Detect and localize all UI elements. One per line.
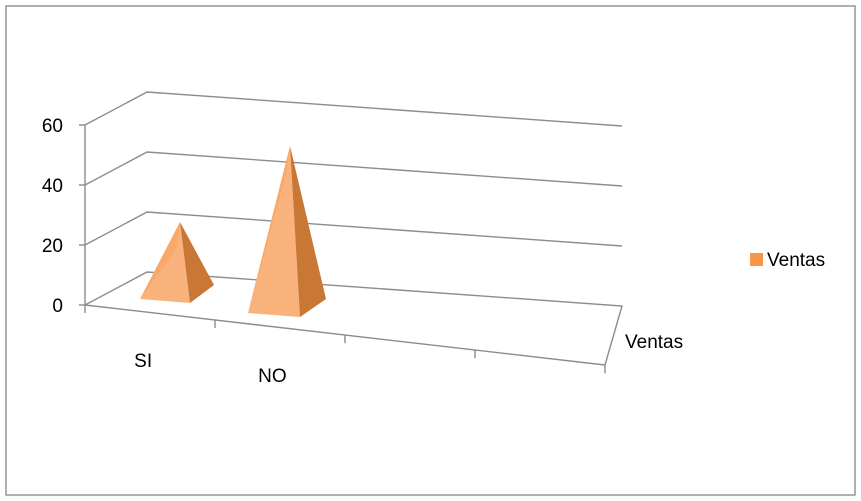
x-category-label: NO xyxy=(258,366,287,387)
y-tick-label: 60 xyxy=(42,116,63,137)
gridline xyxy=(84,151,623,187)
y-tick-label: 40 xyxy=(42,176,63,197)
pyramid-bar xyxy=(140,222,214,303)
pyramid-side-face xyxy=(290,146,326,317)
pyramid-side-face xyxy=(180,222,214,303)
legend-label: Ventas xyxy=(767,250,825,271)
x-category-label: SI xyxy=(134,351,152,372)
gridlines xyxy=(84,91,623,366)
pyramid-bars xyxy=(140,146,326,317)
y-tick-label: 20 xyxy=(42,236,63,257)
gridline xyxy=(84,91,623,127)
y-tick-label: 0 xyxy=(52,296,63,317)
gridline xyxy=(84,211,623,247)
pyramid-front-face xyxy=(248,146,300,317)
depth-axis-label: Ventas xyxy=(625,332,683,353)
axes xyxy=(79,124,606,374)
y-tick-labels: 0 20 40 60 xyxy=(42,116,63,317)
x-category-labels: SI NO xyxy=(134,351,286,387)
pyramid-highlight xyxy=(140,222,180,299)
chart-border xyxy=(5,5,856,496)
floor-back-edge xyxy=(84,271,623,366)
pyramid-front-face xyxy=(140,222,190,303)
pyramid-highlight xyxy=(248,146,290,313)
pyramid-bar xyxy=(248,146,326,317)
legend: Ventas xyxy=(750,250,825,271)
x-axis-line xyxy=(84,304,606,366)
legend-swatch xyxy=(750,253,763,266)
